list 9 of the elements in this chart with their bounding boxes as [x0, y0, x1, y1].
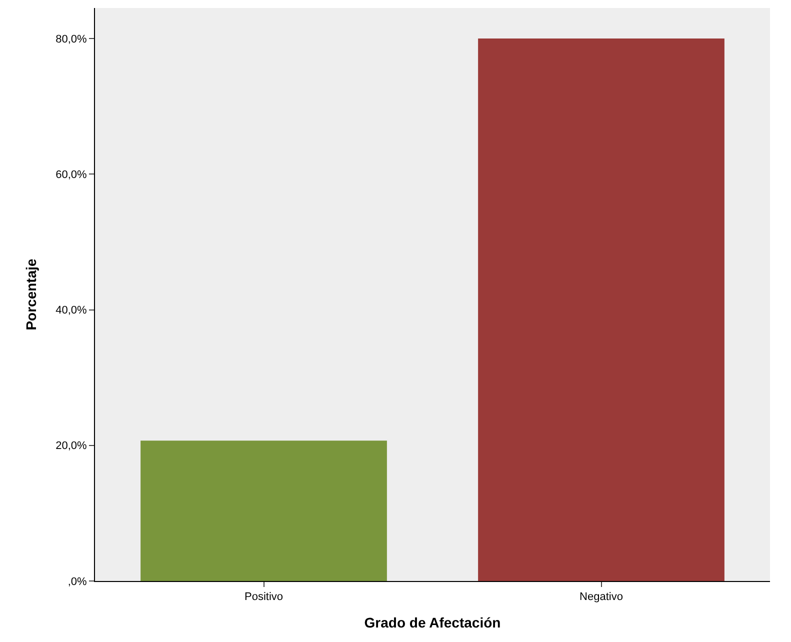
- y-axis-title: Porcentaje: [23, 258, 40, 330]
- y-tick-label: 20,0%: [56, 440, 88, 452]
- x-axis-title: Grado de Afectación: [364, 614, 501, 630]
- y-tick-label: ,0%: [68, 576, 88, 588]
- x-tick-label: Negativo: [580, 591, 623, 604]
- y-tick-label: 60,0%: [56, 168, 88, 181]
- y-tick-label: 80,0%: [56, 33, 88, 46]
- y-tick-label: 40,0%: [56, 304, 88, 317]
- x-tick-label: Positivo: [244, 591, 284, 604]
